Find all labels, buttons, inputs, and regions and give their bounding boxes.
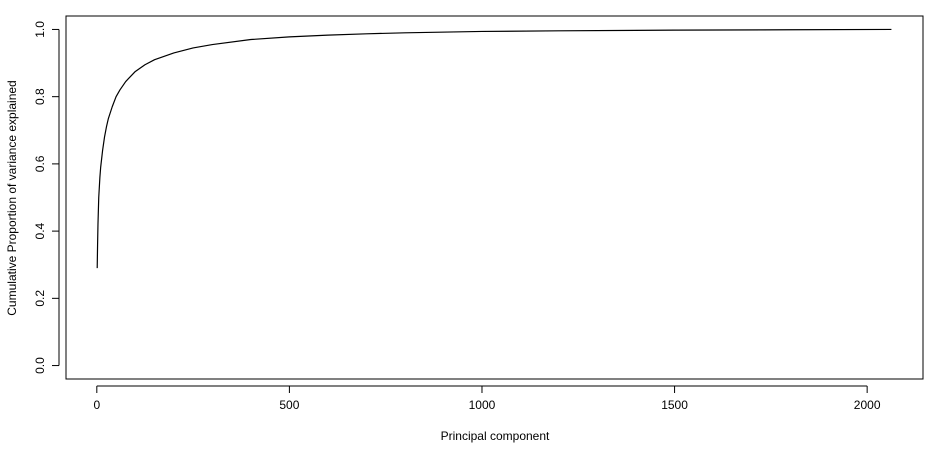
y-tick-label: 0.2 (33, 290, 47, 307)
x-tick-label: 500 (279, 398, 299, 412)
series-line (96, 28, 892, 269)
x-tick-label: 1500 (661, 398, 688, 412)
y-tick-label: 0.6 (33, 155, 47, 172)
x-axis-title: Principal component (441, 429, 550, 443)
x-axis: 0 500 1000 1500 2000 (93, 385, 881, 412)
plot-frame (65, 15, 924, 380)
series-layer (96, 28, 892, 269)
y-axis-title: Cumulative Proportion of variance explai… (5, 80, 19, 315)
y-tick-label: 0.8 (33, 88, 47, 105)
y-axis: 0.0 0.2 0.4 0.6 0.8 1.0 (33, 21, 60, 374)
x-tick-label: 0 (93, 398, 100, 412)
y-tick-label: 0.4 (33, 222, 47, 239)
x-tick-label: 1000 (469, 398, 496, 412)
y-tick-label: 1.0 (33, 21, 47, 38)
x-tick-label: 2000 (854, 398, 881, 412)
y-tick-label: 0.0 (33, 357, 47, 374)
